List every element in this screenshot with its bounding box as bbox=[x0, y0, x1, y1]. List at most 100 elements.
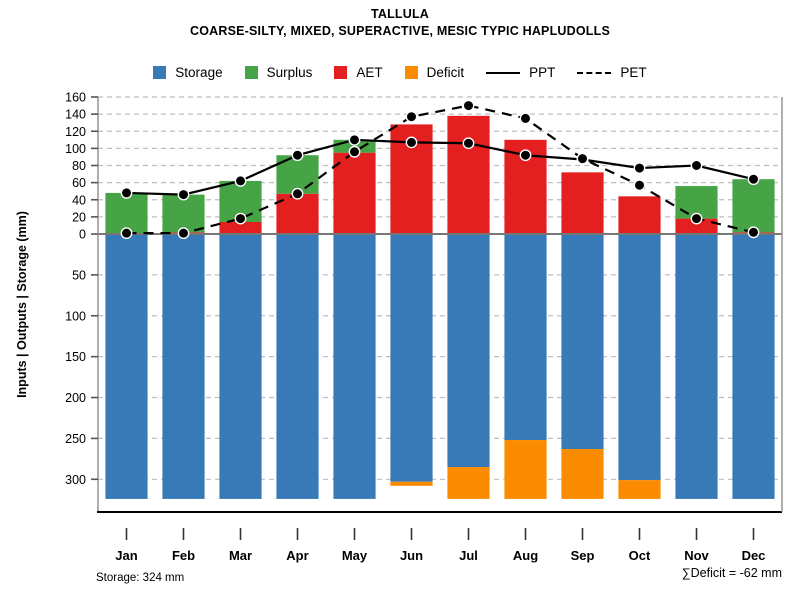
month-label-apr: Apr bbox=[286, 548, 308, 563]
month-label-nov: Nov bbox=[684, 548, 709, 563]
ppt-line-point-aug bbox=[519, 149, 532, 162]
legend-label: AET bbox=[356, 65, 383, 80]
bar-storage-dec[interactable] bbox=[732, 234, 775, 499]
bar-aet-mar[interactable] bbox=[219, 222, 262, 234]
pet-line-point-sep bbox=[576, 152, 589, 165]
ytick-lower-150-label: 150 bbox=[65, 350, 86, 364]
bar-storage-jan[interactable] bbox=[105, 234, 148, 499]
bar-deficit-sep[interactable] bbox=[561, 449, 604, 499]
month-label-sep: Sep bbox=[571, 548, 595, 563]
legend-item-surplus[interactable]: Surplus bbox=[244, 65, 313, 80]
pet-line-point-oct bbox=[633, 179, 646, 192]
ytick-upper-20-label: 20 bbox=[72, 210, 86, 224]
ytick-upper-80-label: 80 bbox=[72, 159, 86, 173]
ppt-line-point-jun bbox=[405, 136, 418, 149]
chart-legend: Storage Surplus AET Deficit PPT PET bbox=[0, 65, 800, 80]
ytick-upper-60-label: 60 bbox=[72, 176, 86, 190]
bar-storage-nov[interactable] bbox=[675, 234, 718, 499]
title-line-2: COARSE-SILTY, MIXED, SUPERACTIVE, MESIC … bbox=[189, 24, 611, 38]
bar-deficit-aug[interactable] bbox=[504, 440, 547, 499]
ppt-line-point-apr bbox=[291, 149, 304, 162]
legend-swatch-surplus-icon bbox=[244, 66, 258, 79]
legend-item-storage[interactable]: Storage bbox=[153, 65, 223, 80]
ytick-upper-40-label: 40 bbox=[72, 193, 86, 207]
ytick-upper-120-label: 120 bbox=[65, 125, 86, 139]
bar-storage-apr[interactable] bbox=[276, 234, 319, 499]
pet-line-point-feb bbox=[177, 227, 190, 240]
bar-storage-mar[interactable] bbox=[219, 234, 262, 499]
legend-label: PET bbox=[620, 65, 647, 80]
title-line-1: TALLULA bbox=[370, 7, 430, 21]
ytick-lower-50-label: 50 bbox=[72, 268, 86, 282]
bar-storage-feb[interactable] bbox=[162, 234, 205, 499]
bar-aet-nov[interactable] bbox=[675, 218, 718, 234]
month-label-jul: Jul bbox=[459, 548, 478, 563]
month-label-jan: Jan bbox=[115, 548, 137, 563]
pet-line-point-mar bbox=[234, 212, 247, 225]
legend-label: Deficit bbox=[426, 65, 465, 80]
storage-note: Storage: 324 mm bbox=[96, 572, 185, 584]
bar-deficit-jun[interactable] bbox=[390, 481, 433, 486]
pet-line-point-aug bbox=[519, 112, 532, 125]
ppt-line-point-dec bbox=[747, 173, 760, 186]
bar-storage-oct[interactable] bbox=[618, 234, 661, 481]
legend-item-aet[interactable]: AET bbox=[334, 65, 383, 80]
legend-line-ppt-icon bbox=[486, 71, 521, 74]
legend-label: PPT bbox=[529, 65, 556, 80]
ppt-line-point-mar bbox=[234, 175, 247, 187]
month-label-oct: Oct bbox=[629, 548, 651, 563]
legend-item-deficit[interactable]: Deficit bbox=[404, 65, 465, 80]
ytick-upper-140-label: 140 bbox=[65, 108, 86, 122]
ytick-upper-100-label: 100 bbox=[65, 142, 86, 156]
ytick-upper-0-label: 0 bbox=[79, 228, 86, 242]
bar-deficit-jul[interactable] bbox=[447, 467, 490, 499]
bar-storage-jun[interactable] bbox=[390, 234, 433, 482]
pet-line-point-apr bbox=[291, 187, 304, 200]
legend-swatch-aet-icon bbox=[334, 66, 348, 79]
bar-deficit-oct[interactable] bbox=[618, 480, 661, 499]
pet-line-point-dec bbox=[747, 226, 760, 239]
month-label-dec: Dec bbox=[742, 548, 766, 563]
ytick-upper-160-label: 160 bbox=[65, 91, 86, 105]
legend-label: Storage bbox=[175, 65, 223, 80]
ppt-line-point-jul bbox=[462, 137, 475, 150]
ytick-lower-100-label: 100 bbox=[65, 309, 86, 323]
bar-surplus-dec[interactable] bbox=[732, 179, 775, 233]
ppt-line bbox=[126, 138, 754, 196]
month-label-jun: Jun bbox=[400, 548, 423, 563]
bar-aet-jul[interactable] bbox=[447, 115, 490, 234]
bar-surplus-jan[interactable] bbox=[105, 192, 148, 234]
ppt-line-point-oct bbox=[633, 162, 646, 174]
bar-aet-sep[interactable] bbox=[561, 172, 604, 234]
ytick-lower-300-label: 300 bbox=[65, 473, 86, 487]
legend-item-pet[interactable]: PET bbox=[577, 65, 647, 80]
pet-line-point-jul bbox=[462, 99, 475, 112]
bar-surplus-feb[interactable] bbox=[162, 194, 205, 233]
pet-line bbox=[126, 104, 754, 235]
month-label-feb: Feb bbox=[172, 548, 195, 563]
pet-line-point-jun bbox=[405, 110, 418, 123]
pet-line-point-jan bbox=[120, 227, 133, 240]
month-label-mar: Mar bbox=[229, 548, 252, 563]
bar-storage-aug[interactable] bbox=[504, 234, 547, 441]
legend-item-ppt[interactable]: PPT bbox=[486, 65, 555, 80]
bar-aet-may[interactable] bbox=[333, 152, 376, 234]
ppt-line-point-nov bbox=[690, 159, 703, 172]
ppt-line-point-feb bbox=[177, 188, 190, 201]
pet-line-point-nov bbox=[690, 212, 703, 225]
legend-swatch-deficit-icon bbox=[404, 66, 418, 79]
bar-aet-oct[interactable] bbox=[618, 196, 661, 234]
bar-storage-jul[interactable] bbox=[447, 234, 490, 468]
month-label-may: May bbox=[342, 548, 368, 563]
deficit-note: ∑Deficit = -62 mm bbox=[681, 566, 782, 580]
ytick-lower-200-label: 200 bbox=[65, 391, 86, 405]
ppt-line-point-jan bbox=[120, 186, 133, 199]
legend-label: Surplus bbox=[266, 65, 313, 80]
y-axis-label: Inputs | Outputs | Storage (mm) bbox=[15, 211, 29, 398]
ytick-lower-250-label: 250 bbox=[65, 432, 86, 446]
chart-title: TALLULA COARSE-SILTY, MIXED, SUPERACTIVE… bbox=[0, 6, 800, 40]
ppt-line-point-may bbox=[348, 133, 361, 146]
bar-storage-may[interactable] bbox=[333, 234, 376, 499]
bar-storage-sep[interactable] bbox=[561, 234, 604, 450]
